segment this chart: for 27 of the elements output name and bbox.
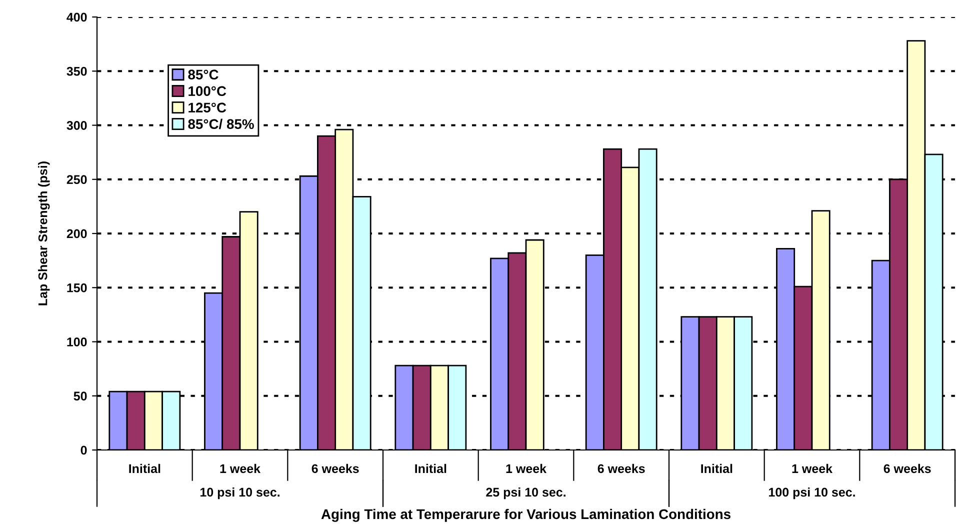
text: 10 psi 10 sec. [200, 487, 280, 500]
x-tick-label: Initial [701, 464, 732, 474]
y-tick-label: 50 [74, 392, 87, 401]
y-tick-label: 0 [80, 446, 87, 455]
y-tick-label: 100 [67, 338, 87, 346]
y-tick-label: 200 [66, 229, 87, 238]
y-tick-label: 300 [66, 121, 87, 130]
text: 100 psi 10 sec. [769, 487, 855, 500]
x-tick-label: 1 week [506, 464, 547, 474]
y-axis-title: Lap Shear Strength (psi) [38, 162, 50, 306]
x-tick-label: 6 weeks [312, 464, 359, 474]
y-tick-label: 250 [66, 175, 87, 184]
legend-label: 85°C [188, 70, 218, 80]
x-tick-label: 1 week [220, 464, 261, 474]
legend-label: 100°C [188, 86, 226, 96]
text: 25 psi 10 sec. [486, 487, 566, 500]
y-tick-label: 400 [66, 12, 87, 22]
x-tick-label: 6 weeks [884, 464, 931, 474]
x-tick-label: Initial [415, 464, 446, 474]
y-tick-label: 350 [66, 66, 87, 76]
y-tick-label: 150 [67, 283, 87, 292]
legend-label: 85°C/ 85% [188, 118, 254, 130]
x-tick-label: 6 weeks [598, 464, 645, 474]
legend-label: 125°C [188, 102, 226, 113]
x-tick-label: 1 week [792, 464, 833, 474]
x-tick-label: Initial [129, 464, 160, 474]
x-axis-title: Aging Time at Temperarure for Various Lamination Conditions [321, 508, 730, 522]
